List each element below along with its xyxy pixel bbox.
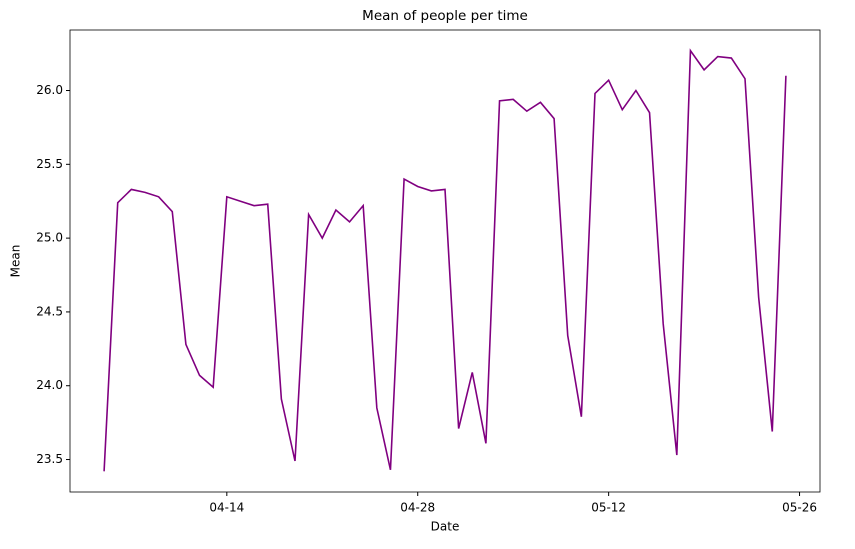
y-tick-label: 23.5 [36, 452, 63, 466]
plot-frame [69, 29, 821, 493]
data-line [103, 48, 787, 472]
x-tick-label: 05-26 [782, 501, 817, 515]
y-tick-label: 25.5 [36, 157, 63, 171]
y-tick-label: 26.0 [36, 83, 63, 97]
y-tick-label: 25.0 [36, 231, 63, 245]
x-tick-label: 04-14 [209, 501, 244, 515]
y-tick-label: 24.5 [36, 304, 63, 318]
x-tick-label: 04-28 [400, 501, 435, 515]
x-tick-label: 05-12 [591, 501, 626, 515]
y-tick-label: 24.0 [36, 378, 63, 392]
chart-title: Mean of people per time [362, 8, 528, 24]
y-axis-label: Mean [9, 245, 23, 278]
x-axis-label: Date [431, 520, 460, 534]
